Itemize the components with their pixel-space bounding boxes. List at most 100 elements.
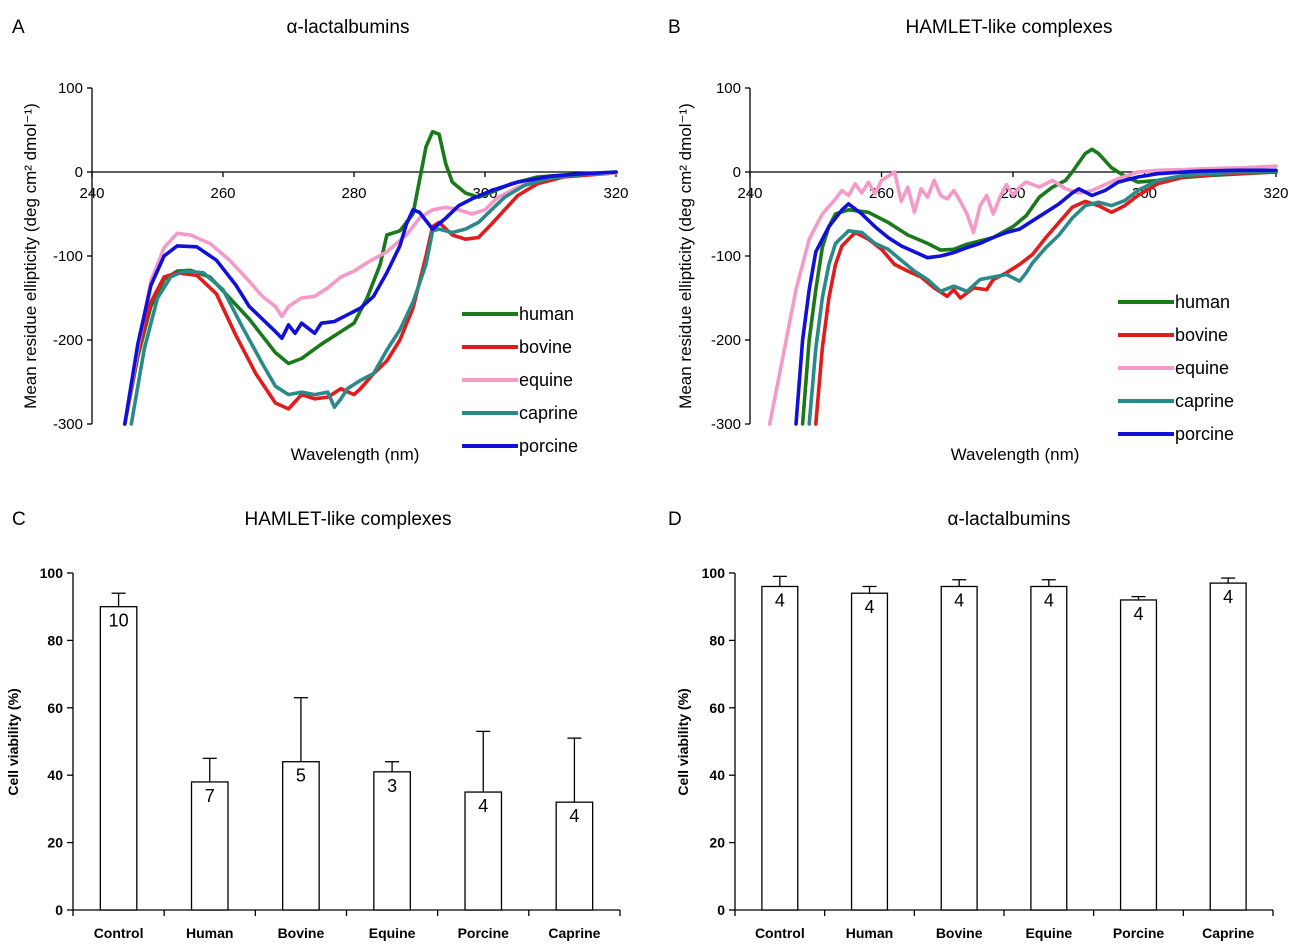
panel-a-ylabel: Mean residue ellipticity (deg cm² dmol⁻¹… — [21, 103, 40, 409]
panel-b-ylabel: Mean residue ellipticity (deg cm² dmol⁻¹… — [676, 103, 695, 409]
panel-d-y-tick-label: 80 — [709, 632, 725, 648]
panel-c-y-tick-label: 80 — [47, 632, 63, 648]
panel-a-series-caprine — [129, 170, 618, 426]
panel-d-category-caprine: Caprine — [1202, 925, 1254, 941]
panel-c-y-tick-label: 0 — [55, 902, 63, 918]
panel-b-legend-label-caprine: caprine — [1175, 391, 1234, 411]
panel-c-bar-label-control: 10 — [109, 611, 129, 631]
panel-a-y-tick-label: -100 — [53, 248, 83, 265]
panel-b-x-tick-label: 240 — [737, 185, 762, 202]
panel-d-bar-label-human: 4 — [864, 597, 874, 617]
panel-c-bar-caprine — [555, 801, 594, 911]
panel-a-series-porcine — [123, 170, 618, 426]
panel-d-y-tick-label: 60 — [709, 700, 725, 716]
panel-a-title: α-lactalbumins — [287, 17, 410, 38]
panel-a-series-equine — [123, 171, 618, 426]
panel-b-x-tick-label: 320 — [1263, 185, 1288, 202]
panel-d-title: α-lactalbumins — [948, 509, 1071, 530]
panel-b-series-equine — [767, 164, 1278, 426]
panel-c-bar-bovine — [282, 761, 320, 911]
panel-c-bar-label-equine: 3 — [387, 776, 397, 796]
panel-b-xlabel: Wavelength (nm) — [951, 445, 1080, 464]
panel-b-y-tick-label: 0 — [733, 164, 741, 181]
panel-a-legend-label-caprine: caprine — [519, 403, 578, 423]
panel-letter-c: C — [12, 509, 26, 530]
panel-d-category-human: Human — [846, 925, 893, 941]
panel-b-y-tick-label: -200 — [711, 332, 741, 349]
panel-d-bar-label-caprine: 4 — [1223, 587, 1233, 607]
panel-c-category-control: Control — [94, 925, 144, 941]
panel-d-bar-chart: D α-lactalbumins 0 20 40 60 80 100 4 Control 4 H… — [668, 509, 1274, 941]
panel-c-category-bovine: Bovine — [278, 925, 325, 941]
panel-c-bar-label-caprine: 4 — [569, 806, 579, 826]
panel-c-bar-label-human: 7 — [205, 786, 215, 806]
panel-d-y-tick-label: 100 — [702, 565, 726, 581]
panel-c-category-human: Human — [186, 925, 233, 941]
panel-d-bar-label-porcine: 4 — [1133, 604, 1143, 624]
panel-c-ylabel: Cell viability (%) — [5, 688, 21, 795]
panel-d-ylabel: Cell viability (%) — [675, 688, 691, 795]
panel-d-category-control: Control — [755, 925, 805, 941]
panel-c-title: HAMLET-like complexes — [245, 509, 452, 530]
panel-b-legend-label-equine: equine — [1175, 358, 1229, 378]
panel-b-title: HAMLET-like complexes — [906, 17, 1113, 38]
panel-c-bar-label-bovine: 5 — [296, 766, 306, 786]
panel-a-x-tick-label: 320 — [603, 185, 628, 202]
panel-d-category-equine: Equine — [1025, 925, 1072, 941]
panel-c-bar-chart: C HAMLET-like complexes 0 20 40 60 80 100 10 C… — [5, 509, 621, 941]
panel-b-y-tick-label: -100 — [711, 248, 741, 265]
panel-b-series-bovine — [814, 170, 1278, 426]
panel-a-series-bovine — [123, 171, 618, 426]
panel-d-y-tick-label: 40 — [709, 767, 725, 783]
panel-a-legend-label-bovine: bovine — [519, 337, 572, 357]
panel-c-category-caprine: Caprine — [548, 925, 600, 941]
panel-a-y-tick-label: 0 — [75, 164, 83, 181]
panel-a-line-chart: A α-lactalbumins 100 0 -100 -200 -300 240 260 2… — [12, 17, 629, 464]
panel-d-bar-porcine — [1119, 599, 1158, 911]
panel-c-category-equine: Equine — [369, 925, 416, 941]
panel-d-bar-caprine — [1209, 582, 1247, 911]
panel-c-bar-porcine — [464, 791, 503, 911]
panel-a-legend-label-porcine: porcine — [519, 436, 578, 456]
panel-c-category-porcine: Porcine — [458, 925, 510, 941]
panel-d-y-tick-label: 0 — [717, 902, 725, 918]
panel-d-category-porcine: Porcine — [1113, 925, 1165, 941]
panel-c-y-tick-label: 100 — [40, 565, 64, 581]
panel-a-y-tick-label: -300 — [53, 416, 83, 433]
panel-b-series-porcine — [794, 168, 1278, 426]
panel-d-bar-label-equine: 4 — [1044, 590, 1054, 610]
panel-d-bar-equine — [1030, 585, 1068, 911]
panel-a-legend-label-equine: equine — [519, 370, 573, 390]
panel-letter-d: D — [668, 509, 682, 530]
panel-d-bar-control — [761, 585, 799, 911]
panel-a-y-tick-label: -200 — [53, 332, 83, 349]
panel-c-y-tick-label: 60 — [47, 700, 63, 716]
panel-a-x-tick-label: 240 — [79, 185, 104, 202]
panel-b-y-tick-label: -300 — [711, 416, 741, 433]
panel-b-series-caprine — [807, 169, 1278, 426]
panel-d-category-bovine: Bovine — [936, 925, 983, 941]
panel-letter-a: A — [12, 17, 25, 38]
panel-d-bar-bovine — [940, 585, 978, 911]
panel-c-bar-label-porcine: 4 — [478, 796, 488, 816]
panel-c-y-tick-label: 40 — [47, 767, 63, 783]
panel-c-bar-human — [190, 781, 229, 911]
panel-b-legend-label-porcine: porcine — [1175, 424, 1234, 444]
panel-b-legend-label-human: human — [1175, 292, 1230, 312]
panel-a-x-tick-label: 260 — [210, 185, 235, 202]
panel-a-x-tick-label: 280 — [341, 185, 366, 202]
panel-a-legend-label-human: human — [519, 304, 574, 324]
panel-b-line-chart: B HAMLET-like complexes 100 0 -100 -200 -300… — [668, 17, 1289, 464]
panel-d-bar-human — [850, 592, 889, 911]
panel-b-legend-label-bovine: bovine — [1175, 325, 1228, 345]
panel-letter-b: B — [668, 17, 681, 38]
panel-d-bar-label-control: 4 — [775, 590, 785, 610]
panel-d-y-tick-label: 20 — [709, 835, 725, 851]
panel-a-y-tick-label: 100 — [58, 80, 83, 97]
panel-c-y-tick-label: 20 — [47, 835, 63, 851]
panel-c-bar-control — [99, 606, 138, 911]
panel-d-bar-label-bovine: 4 — [954, 590, 964, 610]
panel-a-xlabel: Wavelength (nm) — [291, 445, 420, 464]
panel-b-y-tick-label: 100 — [716, 80, 741, 97]
